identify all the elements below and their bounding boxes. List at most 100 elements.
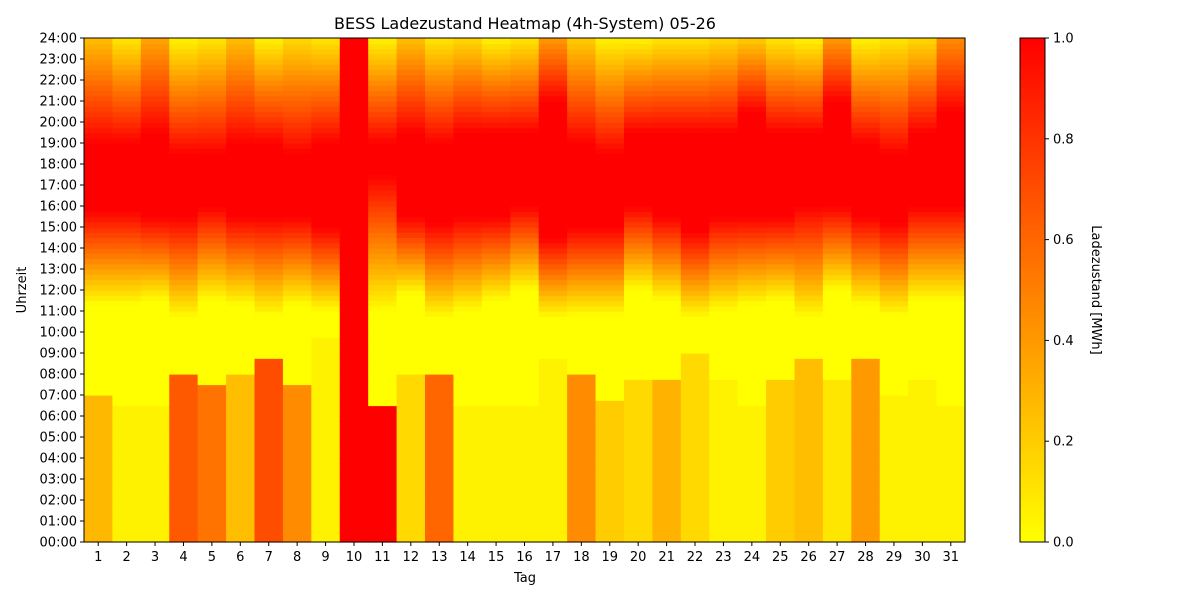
heatmap-cell bbox=[140, 458, 170, 464]
heatmap-cell bbox=[879, 90, 909, 97]
heatmap-cell bbox=[623, 505, 653, 512]
heatmap-cell bbox=[851, 80, 881, 86]
heatmap-cell bbox=[538, 389, 568, 396]
heatmap-cell bbox=[709, 253, 739, 260]
heatmap-cell bbox=[822, 169, 852, 176]
heatmap-cell bbox=[709, 531, 739, 538]
heatmap-cell bbox=[623, 185, 653, 191]
heatmap-cell bbox=[112, 421, 142, 428]
heatmap-cell bbox=[879, 300, 909, 307]
chart-title: BESS Ladezustand Heatmap (4h-System) 05-… bbox=[334, 14, 716, 33]
heatmap-cell bbox=[908, 410, 938, 417]
heatmap-cell bbox=[84, 211, 114, 218]
heatmap-cell bbox=[595, 463, 625, 470]
heatmap-cell bbox=[169, 536, 199, 543]
heatmap-cell bbox=[538, 227, 568, 233]
heatmap-cell bbox=[282, 463, 312, 470]
heatmap-cell bbox=[851, 74, 881, 81]
heatmap-cell bbox=[84, 379, 114, 386]
heatmap-cell bbox=[254, 290, 284, 296]
heatmap-cell bbox=[652, 405, 682, 412]
heatmap-cell bbox=[453, 311, 483, 317]
heatmap-cell bbox=[709, 43, 739, 50]
heatmap-cell bbox=[481, 74, 511, 81]
heatmap-cell bbox=[623, 347, 653, 354]
heatmap-cell bbox=[936, 300, 966, 307]
heatmap-cell bbox=[794, 342, 824, 349]
heatmap-cell bbox=[652, 221, 682, 228]
y-tick-label: 02:00 bbox=[40, 494, 77, 509]
heatmap-cell bbox=[282, 153, 312, 160]
heatmap-cell bbox=[226, 132, 256, 139]
heatmap-cell bbox=[226, 473, 256, 480]
heatmap-cell bbox=[226, 300, 256, 307]
heatmap-cell bbox=[567, 137, 597, 144]
heatmap-cell bbox=[766, 384, 796, 391]
heatmap-cell bbox=[851, 300, 881, 307]
heatmap-cell bbox=[368, 95, 398, 102]
heatmap-cell bbox=[339, 195, 369, 202]
heatmap-cell bbox=[254, 274, 284, 281]
heatmap-cell bbox=[311, 74, 341, 81]
heatmap-cell bbox=[339, 342, 369, 349]
x-tick-label: 12 bbox=[403, 550, 420, 565]
heatmap-cell bbox=[822, 143, 852, 149]
heatmap-cell bbox=[936, 232, 966, 239]
heatmap-cell bbox=[936, 48, 966, 55]
heatmap-cell bbox=[339, 510, 369, 517]
y-tick-label: 01:00 bbox=[40, 515, 77, 530]
heatmap-cell bbox=[879, 353, 909, 359]
heatmap-cell bbox=[254, 489, 284, 496]
heatmap-cell bbox=[140, 463, 170, 470]
heatmap-cell bbox=[311, 479, 341, 485]
heatmap-cell bbox=[851, 111, 881, 118]
heatmap-cell bbox=[567, 190, 597, 197]
heatmap-cell bbox=[481, 416, 511, 422]
heatmap-cell bbox=[851, 185, 881, 191]
heatmap-cell bbox=[822, 174, 852, 181]
heatmap-cell bbox=[623, 463, 653, 470]
heatmap-cell bbox=[766, 311, 796, 317]
heatmap-cell bbox=[538, 416, 568, 422]
heatmap-cell bbox=[226, 274, 256, 281]
heatmap-cell bbox=[737, 410, 767, 417]
heatmap-cell bbox=[254, 521, 284, 527]
heatmap-cell bbox=[311, 510, 341, 517]
heatmap-cell bbox=[112, 232, 142, 239]
heatmap-cell bbox=[254, 531, 284, 538]
heatmap-cell bbox=[311, 38, 341, 44]
heatmap-cell bbox=[226, 95, 256, 102]
heatmap-cell bbox=[368, 500, 398, 506]
heatmap-cell bbox=[425, 69, 455, 76]
heatmap-cell bbox=[197, 221, 227, 228]
heatmap-cell bbox=[140, 216, 170, 223]
heatmap-cell bbox=[453, 248, 483, 254]
heatmap-cell bbox=[140, 185, 170, 191]
heatmap-cell bbox=[538, 332, 568, 338]
heatmap-cell bbox=[254, 211, 284, 218]
heatmap-cell bbox=[197, 368, 227, 375]
heatmap-cell bbox=[140, 342, 170, 349]
heatmap-cell bbox=[822, 426, 852, 433]
heatmap-cell bbox=[254, 216, 284, 223]
heatmap-cell bbox=[368, 274, 398, 281]
heatmap-cell bbox=[680, 358, 710, 365]
heatmap-cell bbox=[538, 500, 568, 506]
heatmap-cell bbox=[822, 473, 852, 480]
heatmap-cell bbox=[908, 200, 938, 207]
heatmap-cell bbox=[908, 242, 938, 249]
heatmap-cell bbox=[567, 116, 597, 123]
heatmap-cell bbox=[481, 190, 511, 197]
heatmap-cell bbox=[936, 153, 966, 160]
heatmap-cell bbox=[368, 300, 398, 307]
heatmap-cell bbox=[794, 452, 824, 459]
heatmap-cell bbox=[368, 74, 398, 81]
heatmap-cell bbox=[311, 53, 341, 60]
heatmap-cell bbox=[510, 479, 540, 485]
heatmap-cell bbox=[851, 431, 881, 438]
heatmap-cell bbox=[453, 179, 483, 186]
heatmap-cell bbox=[652, 395, 682, 401]
heatmap-cell bbox=[737, 137, 767, 144]
heatmap-cell bbox=[879, 101, 909, 107]
